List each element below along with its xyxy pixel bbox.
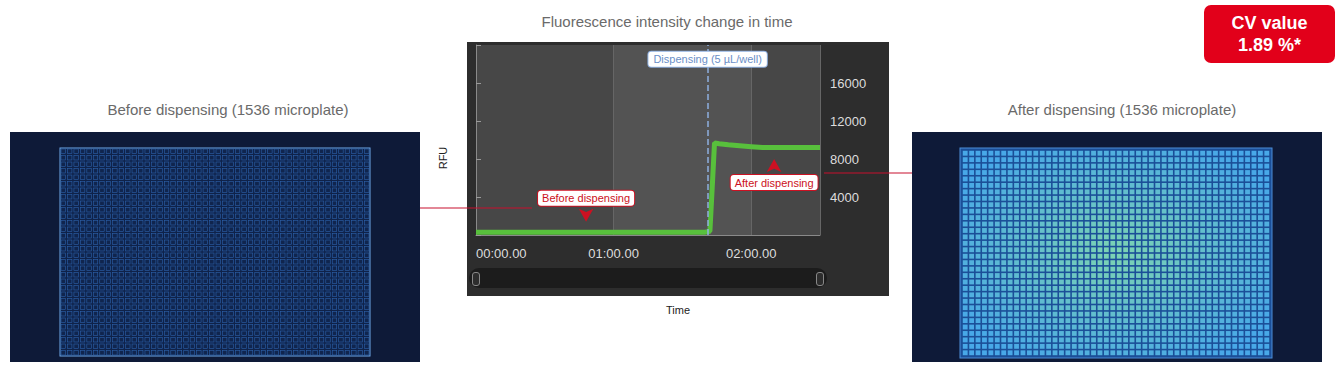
- svg-text:Dispensing (5 µL/well): Dispensing (5 µL/well): [653, 53, 761, 65]
- svg-text:4000: 4000: [830, 190, 859, 205]
- html-text:Before dispensing (1536 microp: Before dispensing (1536 microplate): [107, 101, 349, 118]
- html-text:After dispensing (1536 micropl: After dispensing (1536 microplate): [1007, 101, 1237, 118]
- html-text:RFU: RFU: [437, 146, 450, 170]
- html-text:CV value: CV value: [1231, 13, 1308, 33]
- html-text:1.89 %*: 1.89 %*: [1238, 35, 1301, 55]
- svg-text:01:00.00: 01:00.00: [588, 246, 639, 261]
- svg-text:After dispensing: After dispensing: [735, 177, 814, 189]
- svg-text:16000: 16000: [830, 76, 866, 91]
- svg-text:02:00.00: 02:00.00: [726, 246, 777, 261]
- svg-text:12000: 12000: [830, 114, 866, 129]
- html-text:Time: Time: [666, 304, 690, 316]
- html-text:Fluorescence intensity change: Fluorescence intensity change in time: [541, 13, 793, 30]
- svg-text:8000: 8000: [830, 152, 859, 167]
- svg-text:00:00.00: 00:00.00: [476, 246, 527, 261]
- svg-text:Before dispensing: Before dispensing: [542, 192, 630, 204]
